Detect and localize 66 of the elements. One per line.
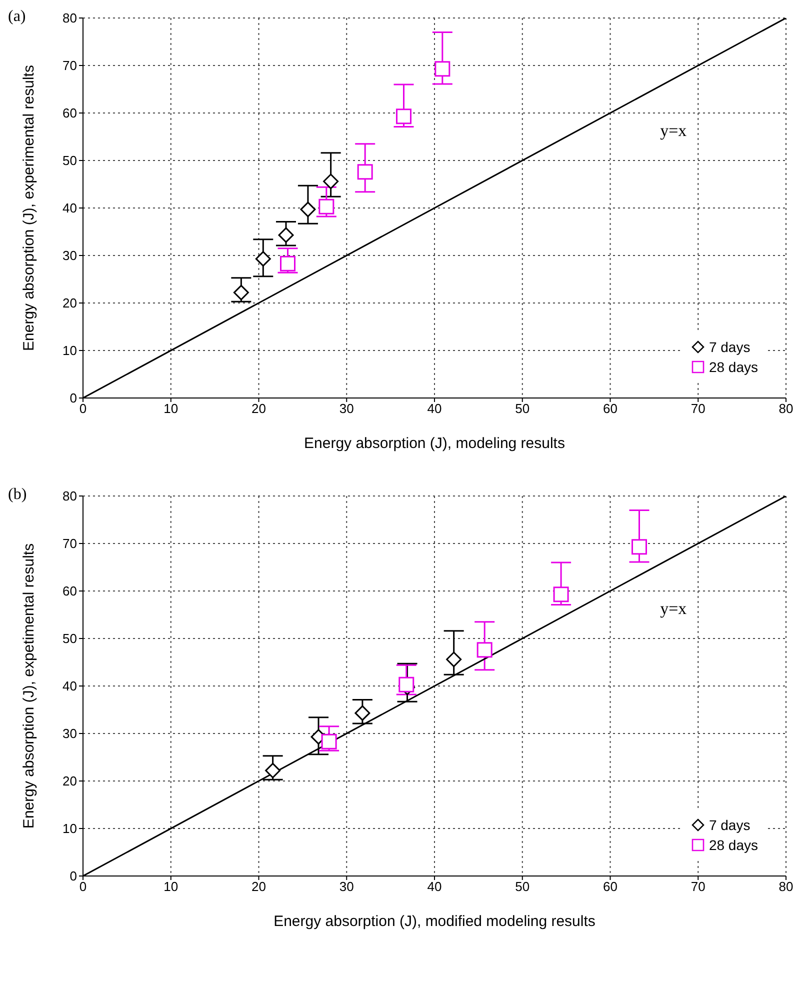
y-tick-label: 70 [62, 58, 77, 74]
y-tick-label: 80 [62, 488, 77, 504]
y-tick-label: 10 [62, 821, 77, 836]
x-tick-label: 20 [252, 401, 266, 416]
point [300, 202, 316, 218]
x-tick-label: 30 [339, 401, 354, 416]
y-tick-label: 70 [62, 536, 77, 552]
y-tick-label: 50 [62, 631, 77, 646]
point [553, 586, 569, 602]
y-tick-label: 20 [62, 296, 77, 311]
x-tick-label: 80 [778, 401, 794, 416]
x-tick-label: 0 [79, 401, 87, 416]
point [396, 108, 412, 124]
y-tick-label: 20 [62, 774, 77, 789]
point [280, 256, 296, 272]
y-tick-label: 50 [62, 153, 77, 168]
point [321, 734, 337, 750]
y-tick-label: 30 [62, 726, 77, 742]
y-tick-label: 10 [62, 343, 77, 358]
x-axis-title: Energy absorption (J), modeling results [304, 435, 565, 452]
point [255, 251, 271, 267]
x-tick-label: 20 [252, 879, 266, 894]
point [233, 284, 249, 300]
legend-label: 7 days [708, 817, 750, 833]
y-tick-label: 40 [62, 200, 77, 216]
series-label: y=x [660, 599, 688, 618]
point [278, 227, 294, 243]
point [318, 198, 334, 214]
y-axis-title: Energy absorption (J), experimental results [20, 65, 38, 351]
legend-label: 28 days [708, 359, 758, 375]
x-tick-label: 70 [690, 401, 706, 416]
x-tick-label: 10 [164, 401, 178, 416]
point [632, 539, 647, 555]
x-tick-label: 70 [690, 879, 706, 894]
x-tick-label: 50 [515, 401, 530, 416]
point [446, 652, 462, 668]
y-tick-label: 80 [62, 10, 77, 26]
series-label: y=x [660, 121, 688, 140]
x-tick-label: 30 [339, 879, 354, 894]
point [265, 762, 281, 778]
x-tick-label: 40 [427, 879, 442, 894]
y-tick-label: 40 [62, 678, 77, 694]
x-tick-label: 60 [603, 401, 618, 416]
y-tick-label: 0 [70, 868, 77, 884]
y-tick-label: 60 [62, 106, 77, 121]
point [357, 164, 373, 180]
y-tick-label: 0 [70, 390, 77, 406]
x-tick-label: 0 [79, 879, 87, 894]
point [434, 61, 450, 77]
y-tick-label: 30 [62, 248, 77, 264]
x-tick-label: 60 [603, 879, 618, 894]
chart-title: (a) [8, 8, 26, 26]
point [476, 642, 492, 658]
legend-label: 28 days [708, 837, 758, 853]
x-axis-title: Energy absorption (J), modified modeling results [274, 913, 596, 930]
point [323, 174, 339, 190]
x-tick-label: 80 [778, 879, 794, 894]
x-tick-label: 10 [164, 879, 178, 894]
x-tick-label: 50 [515, 879, 530, 894]
x-tick-label: 40 [427, 401, 442, 416]
point [354, 705, 370, 721]
legend-label: 7 days [708, 339, 750, 355]
y-tick-label: 60 [62, 584, 77, 599]
y-axis-title: Energy absorption (J), expetimental results [20, 543, 38, 829]
point [398, 676, 414, 692]
chart-title: (b) [8, 486, 27, 504]
